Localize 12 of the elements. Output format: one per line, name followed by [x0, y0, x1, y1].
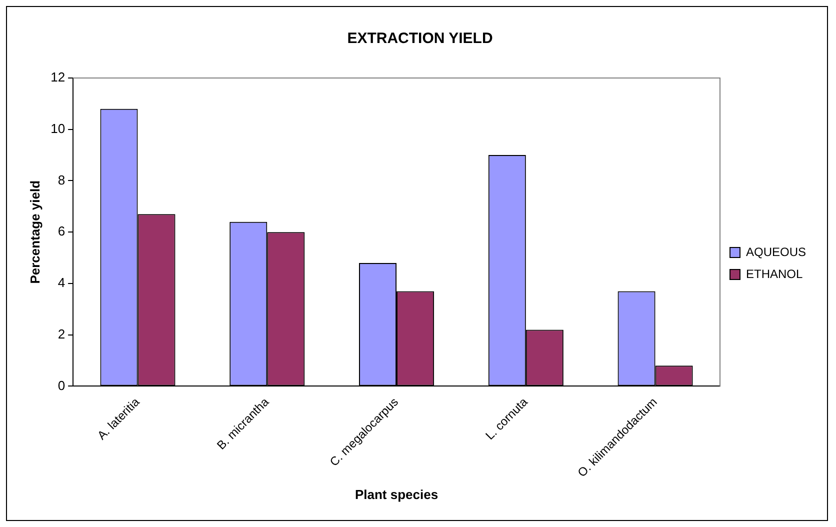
y-tick-label: 0	[58, 378, 66, 393]
x-axis-title: Plant species	[354, 486, 438, 502]
legend-label: AQUEOUS	[746, 244, 806, 259]
y-tick-label: 2	[58, 326, 66, 342]
y-tick-label: 6	[58, 224, 66, 239]
y-tick-label: 12	[50, 70, 66, 85]
y-tick-label: 10	[50, 120, 66, 136]
y-tick-label: 4	[58, 275, 66, 290]
y-tick-label: 8	[58, 172, 66, 188]
y-axis-title: Percentage yield	[27, 180, 42, 284]
chart-title: EXTRACTION YIELD	[347, 30, 493, 48]
legend-label: ETHANOL	[746, 266, 803, 281]
